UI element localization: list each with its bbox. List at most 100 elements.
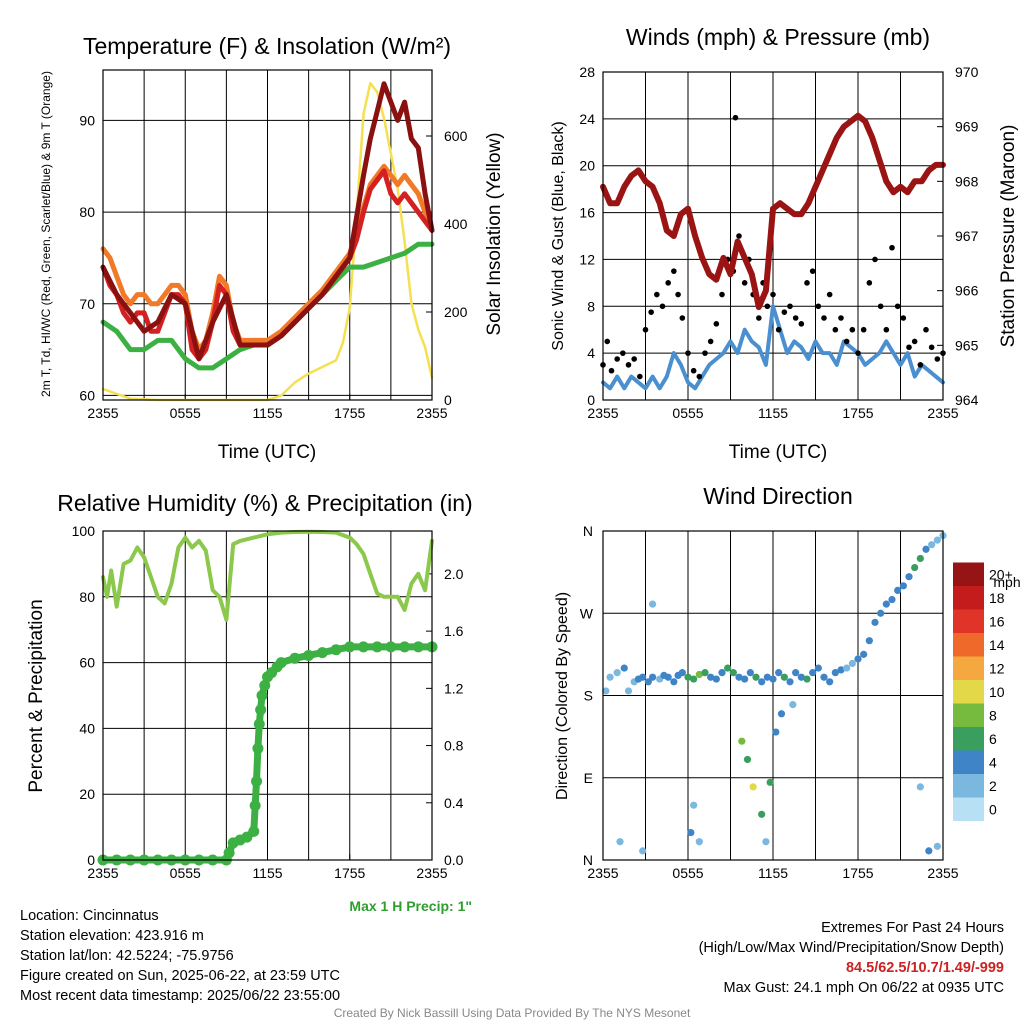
gust-point: [604, 338, 611, 345]
winds-y-tick-label: 8: [587, 298, 595, 314]
direction-point: [933, 536, 941, 544]
gust-point: [642, 326, 649, 333]
direction-point: [803, 675, 811, 683]
direction-x-tick-label: 1155: [758, 865, 788, 881]
location-text: Location: Cincinnatus: [20, 908, 159, 924]
gust-point: [654, 291, 660, 298]
precip-point: [256, 690, 268, 701]
gust-point: [679, 315, 686, 321]
temperature-y-tick-label: 70: [79, 296, 95, 312]
direction-point: [752, 673, 760, 681]
direction-point: [789, 701, 797, 709]
direction-point: [814, 664, 822, 672]
direction-point: [749, 783, 757, 791]
gust-point: [843, 338, 850, 345]
direction-point: [701, 669, 709, 677]
winds-xlabel: Time (UTC): [729, 442, 828, 463]
temperature-y-tick-label: 80: [79, 204, 95, 220]
temperature-y2-tick-label: 200: [444, 304, 468, 320]
direction-point: [854, 655, 862, 663]
direction-point: [695, 670, 703, 679]
direction-point: [843, 664, 851, 672]
direction-point: [639, 847, 647, 855]
precip-point: [330, 644, 342, 656]
credit-text: Created By Nick Bassill Using Data Provi…: [333, 1006, 691, 1020]
gust-point: [648, 309, 654, 315]
winds-y-tick-label: 20: [579, 158, 595, 174]
humidity-ylabel-left: Percent & Precipitation: [26, 599, 47, 792]
gust-point: [702, 350, 708, 356]
direction-y-tick-label: S: [584, 688, 593, 704]
winds-y2-tick-label: 968: [955, 173, 979, 189]
direction-point: [871, 618, 879, 626]
precip-point: [223, 847, 235, 859]
precip-point: [252, 742, 264, 754]
direction-point: [758, 810, 766, 818]
winds-title: Winds (mph) & Pressure (mb): [626, 24, 930, 50]
extremes-values: 84.5/62.5/10.7/1.49/-999: [845, 960, 1004, 976]
humidity-x-tick-label: 1755: [334, 865, 365, 881]
direction-point: [743, 755, 752, 764]
gust-point: [659, 303, 666, 310]
humidity-y-tick-label: 40: [79, 720, 95, 736]
colorbar-swatch: [953, 774, 984, 798]
max-gust-text: Max Gust: 24.1 mph On 06/22 at 0935 UTC: [723, 980, 1004, 996]
gust-point: [713, 321, 720, 327]
direction-point: [916, 783, 924, 791]
colorbar-label: 14: [989, 637, 1005, 653]
winds-y2-tick-label: 966: [955, 283, 979, 299]
direction-point: [894, 586, 902, 595]
gust-point: [894, 303, 901, 310]
gust-point: [665, 280, 671, 286]
series-relative-humidity: [101, 529, 434, 622]
winds-y2-tick-label: 969: [955, 119, 979, 135]
colorbar-label: 6: [989, 731, 997, 747]
winds-y-tick-label: 28: [579, 64, 595, 80]
direction-point: [762, 838, 770, 846]
gust-point: [787, 303, 793, 310]
humidity-y2-tick-label: 0.4: [444, 795, 464, 811]
recent-data-text: Most recent data timestamp: 2025/06/22 2…: [20, 988, 341, 1004]
gust-point: [832, 326, 839, 333]
winds-frame: [602, 71, 944, 401]
colorbar-label: 12: [989, 660, 1005, 676]
temperature-y2-tick-label: 600: [444, 128, 468, 144]
direction-point: [718, 669, 726, 677]
direction-point: [860, 650, 868, 658]
winds-x-tick-label: 2355: [927, 405, 958, 421]
precip-point: [316, 647, 328, 659]
humidity-x-tick-label: 0555: [170, 865, 201, 881]
gust-point: [860, 326, 867, 333]
direction-point: [738, 737, 746, 745]
precip-point: [289, 652, 301, 664]
direction-point: [777, 710, 786, 718]
gust-point: [804, 280, 810, 286]
winds-ylabel-left: Sonic Wind & Gust (Blue, Black): [550, 121, 567, 350]
precip-point: [303, 649, 315, 661]
humidity-x-tick-label: 2355: [87, 865, 118, 881]
humidity-y-tick-label: 20: [79, 786, 95, 802]
direction-point: [826, 678, 834, 686]
colorbar-label: 10: [989, 684, 1005, 700]
direction-point: [786, 678, 794, 686]
colorbar-label: 18: [989, 590, 1005, 606]
direction-point: [639, 673, 647, 681]
direction-point: [616, 838, 624, 846]
gust-point: [770, 291, 776, 298]
temperature-xlabel: Time (UTC): [218, 442, 317, 463]
gust-point: [756, 315, 762, 321]
gust-point: [917, 362, 924, 368]
winds-y2-tick-label: 970: [955, 64, 979, 80]
direction-x-tick-label: 2355: [587, 865, 618, 881]
winds-panel: Winds (mph) & Pressure (mb) Time (UTC) S…: [550, 24, 1019, 463]
direction-point: [775, 669, 783, 677]
direction-point: [769, 675, 777, 683]
colorbar-swatch: [953, 750, 984, 774]
direction-point: [905, 573, 913, 581]
direction-point: [684, 673, 692, 681]
gust-point: [719, 291, 725, 298]
direction-point: [848, 659, 856, 668]
colorbar-swatch: [953, 609, 984, 633]
winds-plot-area: 2355 0555 1155 1755 235504812162024289649659…: [579, 64, 978, 421]
